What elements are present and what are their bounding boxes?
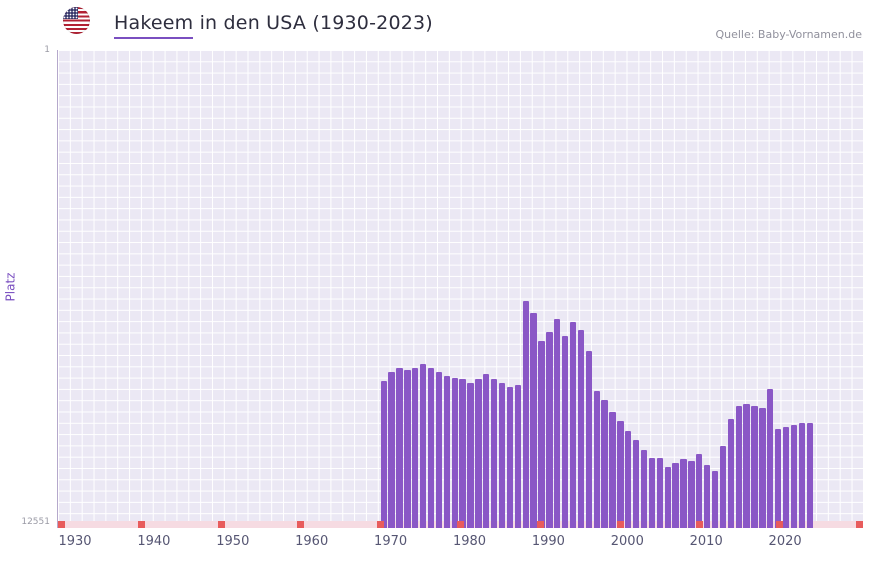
bar-1989[interactable]	[538, 341, 545, 528]
bar-1971[interactable]	[396, 368, 403, 528]
bar-1988[interactable]	[530, 312, 537, 528]
decade-tick-mark	[776, 521, 784, 528]
bar-1985[interactable]	[506, 387, 514, 528]
decade-tick-mark	[217, 521, 225, 528]
bar-2014[interactable]	[735, 406, 742, 528]
x-axis: 1930 1940 1950 1960 1970 1980 1990 2000 2010 2020	[0, 534, 873, 552]
bar-2022[interactable]	[798, 423, 806, 528]
decade-tick-mark	[856, 521, 863, 528]
y-axis-label-top: 1	[44, 45, 50, 55]
bar-2012[interactable]	[719, 446, 727, 528]
bar-1993[interactable]	[569, 322, 577, 528]
decade-tick-mark	[58, 521, 65, 528]
bar-2013[interactable]	[727, 419, 735, 528]
bar-2000[interactable]	[625, 430, 632, 528]
bar-1974[interactable]	[420, 364, 427, 528]
bar-1987[interactable]	[522, 301, 529, 528]
bar-1998[interactable]	[609, 411, 616, 528]
bar-1999[interactable]	[617, 421, 624, 528]
decade-tick-mark	[377, 521, 385, 528]
bar-1981[interactable]	[475, 379, 482, 528]
bar-2002[interactable]	[640, 449, 648, 528]
x-axis-label-2020: 2020	[768, 534, 802, 549]
bar-1980[interactable]	[467, 383, 474, 528]
page-title-name: Hakeem	[114, 12, 194, 39]
x-axis-label-1940: 1940	[137, 534, 171, 549]
source-attribution: Quelle: Baby-Vornamen.de	[715, 28, 862, 41]
bar-2016[interactable]	[751, 406, 758, 528]
bar-1975[interactable]	[427, 368, 435, 528]
bar-2001[interactable]	[633, 440, 640, 528]
bar-1973[interactable]	[412, 368, 419, 528]
bar-1970[interactable]	[388, 371, 395, 528]
y-axis-title: Platz	[3, 272, 18, 302]
bar-2019[interactable]	[775, 428, 782, 528]
page-title: Hakeem in den USA (1930-2023)	[114, 12, 433, 39]
bar-1991[interactable]	[554, 318, 561, 528]
x-axis-label-2010: 2010	[689, 534, 723, 549]
decade-tick-mark	[297, 521, 305, 528]
x-axis-label-1990: 1990	[531, 534, 565, 549]
decade-tick-mark	[536, 521, 544, 528]
bar-1984[interactable]	[498, 383, 506, 528]
bar-1979[interactable]	[459, 379, 466, 528]
x-axis-label-1960: 1960	[295, 534, 329, 549]
bar-1990[interactable]	[546, 331, 553, 528]
page-title-rest: in den USA (1930-2023)	[193, 12, 433, 34]
bar-1969[interactable]	[380, 381, 387, 528]
y-axis-label-bottom: 12551	[21, 517, 50, 527]
bar-2021[interactable]	[790, 425, 798, 528]
decade-tick-mark	[137, 521, 145, 528]
x-axis-label-2000: 2000	[610, 534, 644, 549]
bar-1995[interactable]	[585, 350, 592, 528]
bar-2011[interactable]	[711, 470, 719, 528]
bar-2015[interactable]	[743, 404, 750, 528]
bar-2004[interactable]	[656, 457, 664, 528]
bar-2020[interactable]	[782, 427, 790, 528]
bar-2003[interactable]	[648, 457, 656, 528]
bar-2008[interactable]	[688, 461, 695, 528]
decade-tick-mark	[696, 521, 704, 528]
bar-1996[interactable]	[593, 390, 600, 528]
bar-1997[interactable]	[601, 400, 608, 528]
bar-2005[interactable]	[664, 467, 671, 528]
bar-2010[interactable]	[704, 465, 711, 528]
x-axis-label-1930: 1930	[58, 534, 92, 549]
bar-1994[interactable]	[577, 329, 585, 528]
bar-2009[interactable]	[696, 453, 703, 528]
bar-1982[interactable]	[483, 373, 490, 528]
bar-1986[interactable]	[514, 385, 521, 528]
bar-1992[interactable]	[562, 335, 569, 528]
bar-1978[interactable]	[451, 377, 458, 528]
plot-area	[57, 50, 863, 528]
bar-1976[interactable]	[435, 371, 443, 528]
x-axis-label-1950: 1950	[216, 534, 250, 549]
decade-tick-mark	[616, 521, 624, 528]
bar-1983[interactable]	[491, 379, 498, 528]
x-axis-label-1970: 1970	[374, 534, 408, 549]
decade-tick-mark	[457, 521, 464, 528]
bar-2006[interactable]	[672, 463, 679, 528]
bar-2017[interactable]	[759, 408, 766, 528]
us-flag-icon	[63, 7, 90, 34]
bar-1972[interactable]	[404, 369, 411, 528]
bar-2023[interactable]	[806, 423, 813, 528]
bar-2018[interactable]	[767, 388, 774, 528]
bar-2007[interactable]	[680, 459, 687, 528]
x-axis-label-1980: 1980	[452, 534, 487, 549]
bar-1977[interactable]	[443, 375, 450, 528]
